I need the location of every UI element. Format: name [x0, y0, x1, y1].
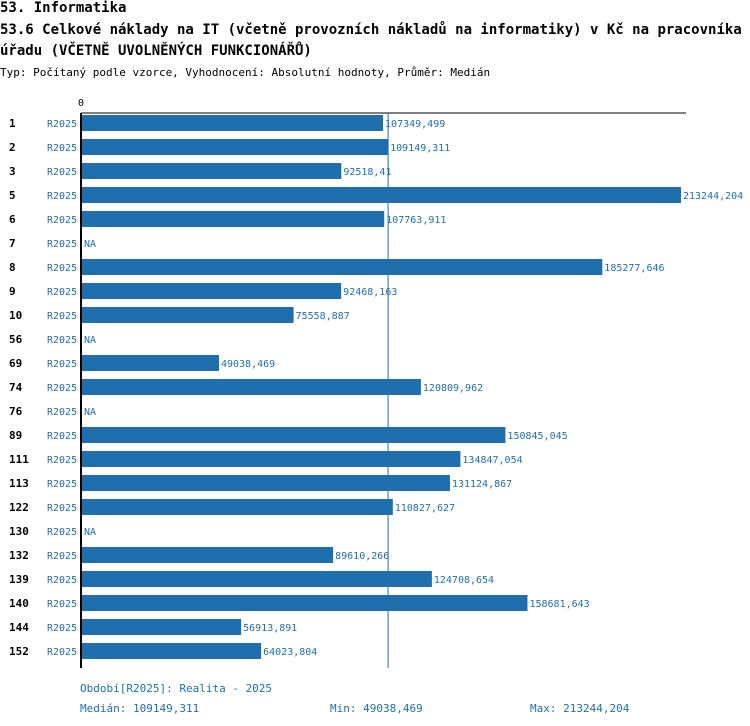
footer-median: Medián: 109149,311: [80, 702, 200, 715]
bar-value-label: 120809,962: [423, 383, 483, 394]
row-series-label: R2025: [47, 215, 77, 226]
footer-period: Období[R2025]: Realita - 2025: [80, 682, 273, 695]
footer-min: Min: 49038,469: [330, 702, 423, 715]
row-id-label: 74: [9, 381, 23, 394]
chart-subtitle: Typ: Počítaný podle vzorce, Vyhodnocení:…: [0, 66, 491, 79]
row-id-label: 6: [9, 213, 16, 226]
bar-value-label: 158681,643: [529, 599, 589, 610]
row-series-label: R2025: [47, 503, 77, 514]
bar-value-label: 124708,654: [434, 575, 494, 586]
row-id-label: 111: [9, 453, 29, 466]
bar: [81, 619, 242, 635]
na-label: NA: [84, 407, 96, 418]
bar: [81, 211, 385, 227]
row-series-label: R2025: [47, 551, 77, 562]
bar: [81, 355, 219, 371]
row-series-label: R2025: [47, 287, 77, 298]
row-id-label: 10: [9, 309, 22, 322]
bar-value-label: 64023,804: [263, 647, 317, 658]
row-series-label: R2025: [47, 335, 77, 346]
row-series-label: R2025: [47, 455, 77, 466]
row-series-label: R2025: [47, 647, 77, 658]
row-id-label: 130: [9, 525, 29, 538]
row-id-label: 2: [9, 141, 16, 154]
row-id-label: 56: [9, 333, 23, 346]
row-id-label: 1: [9, 117, 16, 130]
bar-value-label: 150845,045: [507, 431, 567, 442]
row-id-label: 69: [9, 357, 22, 370]
bar: [81, 427, 506, 443]
bar-value-label: 75558,887: [296, 311, 350, 322]
row-series-label: R2025: [47, 263, 77, 274]
bar: [81, 595, 528, 611]
bar: [81, 163, 342, 179]
bar-value-label: 92468,163: [343, 287, 397, 298]
bar: [81, 547, 334, 563]
row-series-label: R2025: [47, 575, 77, 586]
bar-value-label: 131124,867: [452, 479, 512, 490]
bar-value-label: 92518,41: [343, 167, 391, 178]
bar: [81, 451, 461, 467]
row-series-label: R2025: [47, 479, 77, 490]
row-series-label: R2025: [47, 599, 77, 610]
na-label: NA: [84, 335, 96, 346]
row-id-label: 5: [9, 189, 16, 202]
bar-value-label: 89610,266: [335, 551, 389, 562]
row-id-label: 140: [9, 597, 29, 610]
bar: [81, 571, 432, 587]
bar-value-label: 107349,499: [385, 119, 445, 130]
bar-value-label: 109149,311: [390, 143, 450, 154]
x-axis-zero-label: 0: [78, 98, 84, 109]
row-series-label: R2025: [47, 119, 77, 130]
na-label: NA: [84, 239, 96, 250]
bar: [81, 115, 384, 131]
row-series-label: R2025: [47, 407, 77, 418]
row-series-label: R2025: [47, 143, 77, 154]
bar: [81, 499, 393, 515]
row-series-label: R2025: [47, 239, 77, 250]
bar-value-label: 213244,204: [683, 191, 743, 202]
bar: [81, 307, 294, 323]
row-series-label: R2025: [47, 383, 77, 394]
bar-value-label: 56913,891: [243, 623, 297, 634]
bar: [81, 187, 681, 203]
bar: [81, 283, 342, 299]
row-id-label: 9: [9, 285, 16, 298]
bar-value-label: 185277,646: [604, 263, 664, 274]
bar-value-label: 110827,627: [395, 503, 455, 514]
row-id-label: 7: [9, 237, 16, 250]
row-id-label: 89: [9, 429, 22, 442]
bar-value-label: 107763,911: [386, 215, 446, 226]
row-series-label: R2025: [47, 191, 77, 202]
row-id-label: 122: [9, 501, 29, 514]
section-title: 53. Informatika: [0, 0, 127, 16]
row-id-label: 8: [9, 261, 16, 274]
chart-title: 53.6 Celkové náklady na IT (včetně provo…: [0, 22, 742, 59]
bar: [81, 643, 262, 659]
row-id-label: 76: [9, 405, 23, 418]
row-id-label: 139: [9, 573, 29, 586]
row-series-label: R2025: [47, 359, 77, 370]
row-series-label: R2025: [47, 311, 77, 322]
row-id-label: 152: [9, 645, 29, 658]
row-id-label: 132: [9, 549, 29, 562]
bar: [81, 379, 421, 395]
row-series-label: R2025: [47, 431, 77, 442]
bar: [81, 139, 389, 155]
row-series-label: R2025: [47, 527, 77, 538]
row-series-label: R2025: [47, 623, 77, 634]
bar-value-label: 49038,469: [221, 359, 275, 370]
footer-max: Max: 213244,204: [530, 702, 630, 715]
bar: [81, 259, 603, 275]
na-label: NA: [84, 527, 96, 538]
row-series-label: R2025: [47, 167, 77, 178]
bar: [81, 475, 450, 491]
bar-value-label: 134847,054: [462, 455, 522, 466]
row-id-label: 144: [9, 621, 29, 634]
row-id-label: 3: [9, 165, 16, 178]
row-id-label: 113: [9, 477, 29, 490]
